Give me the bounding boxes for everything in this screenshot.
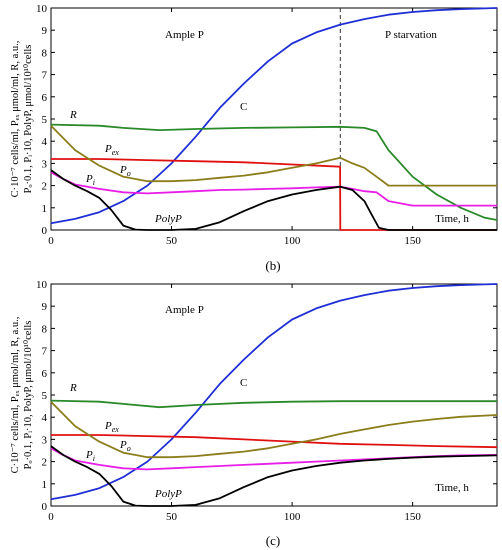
plot-frame [50, 283, 498, 507]
panel-caption: (b) [265, 258, 280, 273]
x-tick-label: 150 [404, 235, 421, 247]
series-line-Pex [51, 434, 498, 449]
series-line-PolyP [50, 445, 498, 507]
series-label-Pex: Pex [104, 420, 119, 434]
series-line-Pi [50, 171, 497, 207]
series-line-C [50, 283, 498, 501]
series-line-R [50, 123, 498, 221]
x-tick-label: 0 [48, 235, 54, 247]
series-line-R [50, 399, 497, 409]
x-axis-label: Time, h [435, 482, 469, 494]
series-line-Pex [51, 158, 497, 231]
y-tick-label: 2 [42, 181, 48, 193]
x-tick-label: 100 [284, 235, 301, 247]
series-label-Pex: Pex [104, 143, 119, 157]
series-label-Po: Po [119, 439, 131, 453]
y-tick-label: 1 [42, 203, 48, 215]
y-tick-label: 2 [42, 457, 48, 469]
series-label-Pi: Pi [85, 173, 95, 187]
plot-frame [50, 7, 498, 231]
series-label-R: R [69, 382, 77, 394]
series-line-Pi [50, 447, 498, 471]
y-tick-label: 0 [42, 225, 48, 237]
x-tick-label: 50 [166, 511, 178, 523]
y-tick-label: 3 [42, 158, 48, 170]
annotation-p-starvation: P starvation [385, 29, 437, 41]
y-axis-label: C·10⁻⁷ cells/ml, Pₑₓ μmol/ml, R, a.u., Pₒ… [10, 41, 34, 198]
y-tick-label: 6 [42, 92, 48, 104]
y-tick-label: 8 [42, 323, 48, 335]
annotation-ample-p: Ample P [165, 29, 204, 41]
series-line-PolyP [50, 169, 497, 231]
series-line-C [50, 7, 498, 225]
x-tick-label: 0 [48, 511, 54, 523]
series-label-PolyP: PolyP [154, 488, 182, 500]
y-tick-label: 7 [42, 70, 48, 82]
x-axis-label: Time, h [435, 213, 469, 225]
y-tick-label: 9 [42, 301, 48, 313]
x-tick-label: 50 [166, 235, 178, 247]
series-label-Po: Po [119, 164, 131, 178]
series-line-Po [50, 401, 498, 459]
y-tick-label: 5 [42, 114, 48, 126]
y-axis-label: C·10⁻⁷ cells/ml, Pₑₓ μmol/ml, R, a.u., Pₒ… [10, 317, 34, 474]
series-label-PolyP: PolyP [154, 213, 182, 225]
y-tick-label: 1 [42, 479, 48, 491]
series-label-C: C [240, 377, 247, 389]
series-line-Po [50, 125, 497, 187]
y-tick-label: 10 [36, 279, 48, 291]
y-tick-label: 3 [42, 434, 48, 446]
y-tick-label: 4 [42, 136, 48, 148]
y-tick-label: 9 [42, 25, 48, 37]
series-label-R: R [69, 109, 77, 121]
y-tick-label: 10 [36, 3, 48, 15]
x-tick-label: 150 [404, 511, 421, 523]
y-tick-label: 4 [42, 412, 48, 424]
x-tick-label: 100 [284, 511, 301, 523]
y-tick-label: 5 [42, 390, 48, 402]
annotation-ample-p: Ample P [165, 304, 204, 316]
y-tick-label: 6 [42, 368, 48, 380]
y-tick-label: 7 [42, 346, 48, 358]
series-label-Pi: Pi [85, 449, 95, 463]
y-axis-label-line2: Pₒ·0.1, Pᵢ·10, PolyP, μmol/10¹⁰cells [22, 321, 34, 470]
y-axis-label-line1: C·10⁻⁷ cells/ml, Pₑₓ μmol/ml, R, a.u., [10, 317, 21, 474]
y-tick-label: 0 [42, 501, 48, 513]
y-tick-label: 8 [42, 47, 48, 59]
y-axis-label-line1: C·10⁻⁷ cells/ml, Pₑₓ μmol/ml, R, a.u., [10, 41, 21, 198]
panel-caption: (c) [266, 533, 280, 548]
series-label-C: C [240, 101, 247, 113]
y-axis-label-line2: Pₒ·0.1, Pᵢ·10, PolyP, μmol/10¹⁰cells [22, 45, 34, 194]
